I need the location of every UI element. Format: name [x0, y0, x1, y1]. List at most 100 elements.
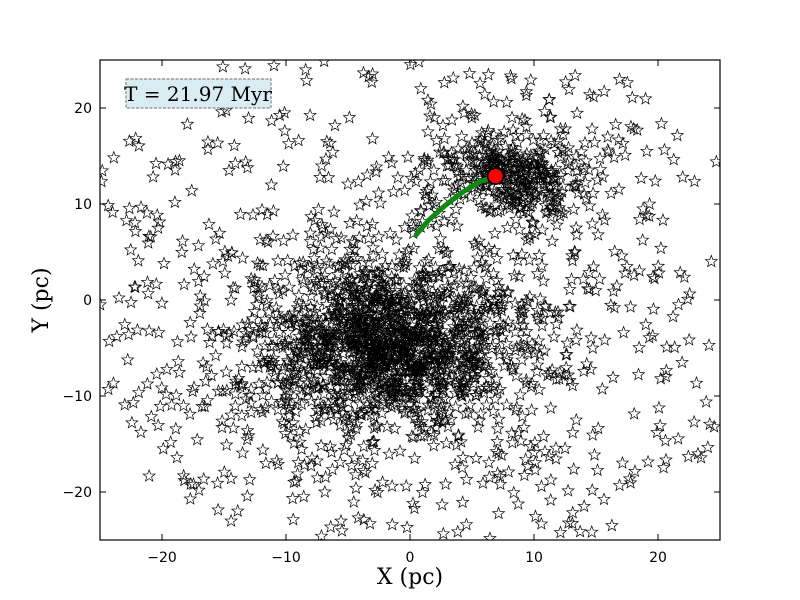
star-point [260, 207, 275, 221]
star-point [125, 415, 139, 429]
star-point [355, 303, 370, 317]
star-point [444, 212, 459, 226]
star-point [314, 528, 329, 540]
star-point [569, 227, 584, 241]
star-point [336, 346, 350, 360]
star-point [340, 364, 355, 378]
star-point [254, 402, 268, 416]
star-point [521, 178, 536, 192]
star-point [324, 301, 339, 315]
star-point [163, 435, 178, 449]
star-point [387, 398, 402, 412]
star-point [346, 494, 361, 508]
star-point [318, 484, 332, 498]
star-point [492, 347, 507, 361]
star-point [255, 388, 270, 402]
star-point [659, 339, 674, 353]
star-point [201, 134, 215, 148]
star-point [444, 333, 459, 347]
star-point [450, 524, 465, 538]
star-point [264, 113, 279, 127]
star-point [419, 347, 434, 361]
star-point [350, 417, 364, 431]
star-point [368, 402, 382, 416]
star-point [516, 338, 531, 352]
star-point [456, 363, 470, 377]
star-point [512, 222, 527, 236]
star-point [201, 142, 215, 156]
star-point [536, 128, 551, 142]
star-point [582, 162, 596, 176]
star-point [499, 397, 514, 411]
star-point [210, 135, 225, 149]
star-point [191, 274, 206, 288]
star-point [303, 234, 318, 248]
star-point [375, 394, 390, 408]
star-point [311, 379, 326, 393]
star-point [305, 272, 320, 286]
star-point [142, 468, 156, 482]
star-point [707, 419, 720, 433]
star-point [356, 333, 371, 347]
star-point [671, 297, 686, 311]
star-point [627, 268, 641, 282]
star-point [474, 131, 488, 145]
star-point [391, 170, 405, 184]
star-point [469, 451, 483, 465]
star-point [478, 244, 492, 258]
star-point [462, 66, 477, 80]
star-point [342, 110, 357, 124]
star-point [567, 178, 582, 192]
star-point [504, 426, 519, 440]
star-point [331, 258, 346, 272]
star-point [413, 203, 428, 217]
star-point [465, 355, 480, 369]
star-point [352, 230, 367, 244]
star-point [479, 397, 494, 411]
star-point [291, 455, 306, 469]
star-point [531, 143, 546, 157]
star-point [250, 343, 265, 357]
star-point [144, 409, 159, 423]
star-point [533, 291, 548, 305]
star-point [634, 171, 649, 185]
star-point [455, 495, 470, 509]
star-point [442, 373, 457, 387]
star-point [537, 343, 552, 357]
star-point [564, 272, 579, 286]
star-point [586, 259, 601, 273]
star-point [164, 397, 179, 411]
star-point [415, 267, 430, 281]
star-point [478, 352, 493, 366]
star-point [410, 414, 425, 428]
star-point [255, 405, 270, 419]
star-point [258, 400, 273, 414]
star-point [600, 142, 615, 156]
star-point [119, 213, 134, 227]
star-point [349, 298, 364, 312]
star-point [323, 135, 337, 150]
star-point [410, 379, 425, 393]
star-point [483, 316, 497, 330]
star-point [290, 356, 305, 370]
star-point [370, 287, 384, 301]
star-point [384, 269, 399, 283]
star-point [285, 491, 300, 505]
star-point [433, 401, 448, 415]
star-point [369, 419, 384, 433]
star-point [343, 314, 357, 328]
star-point [250, 280, 265, 294]
star-point [226, 421, 241, 435]
star-point [292, 256, 307, 270]
star-point [499, 95, 514, 109]
star-point [169, 388, 184, 402]
star-point [311, 202, 326, 216]
star-point [247, 304, 262, 318]
star-point [403, 397, 417, 411]
star-point [317, 288, 332, 302]
star-point [543, 365, 557, 379]
star-point [495, 330, 510, 344]
star-point [508, 189, 523, 203]
star-point [535, 159, 550, 173]
star-point [204, 368, 219, 382]
